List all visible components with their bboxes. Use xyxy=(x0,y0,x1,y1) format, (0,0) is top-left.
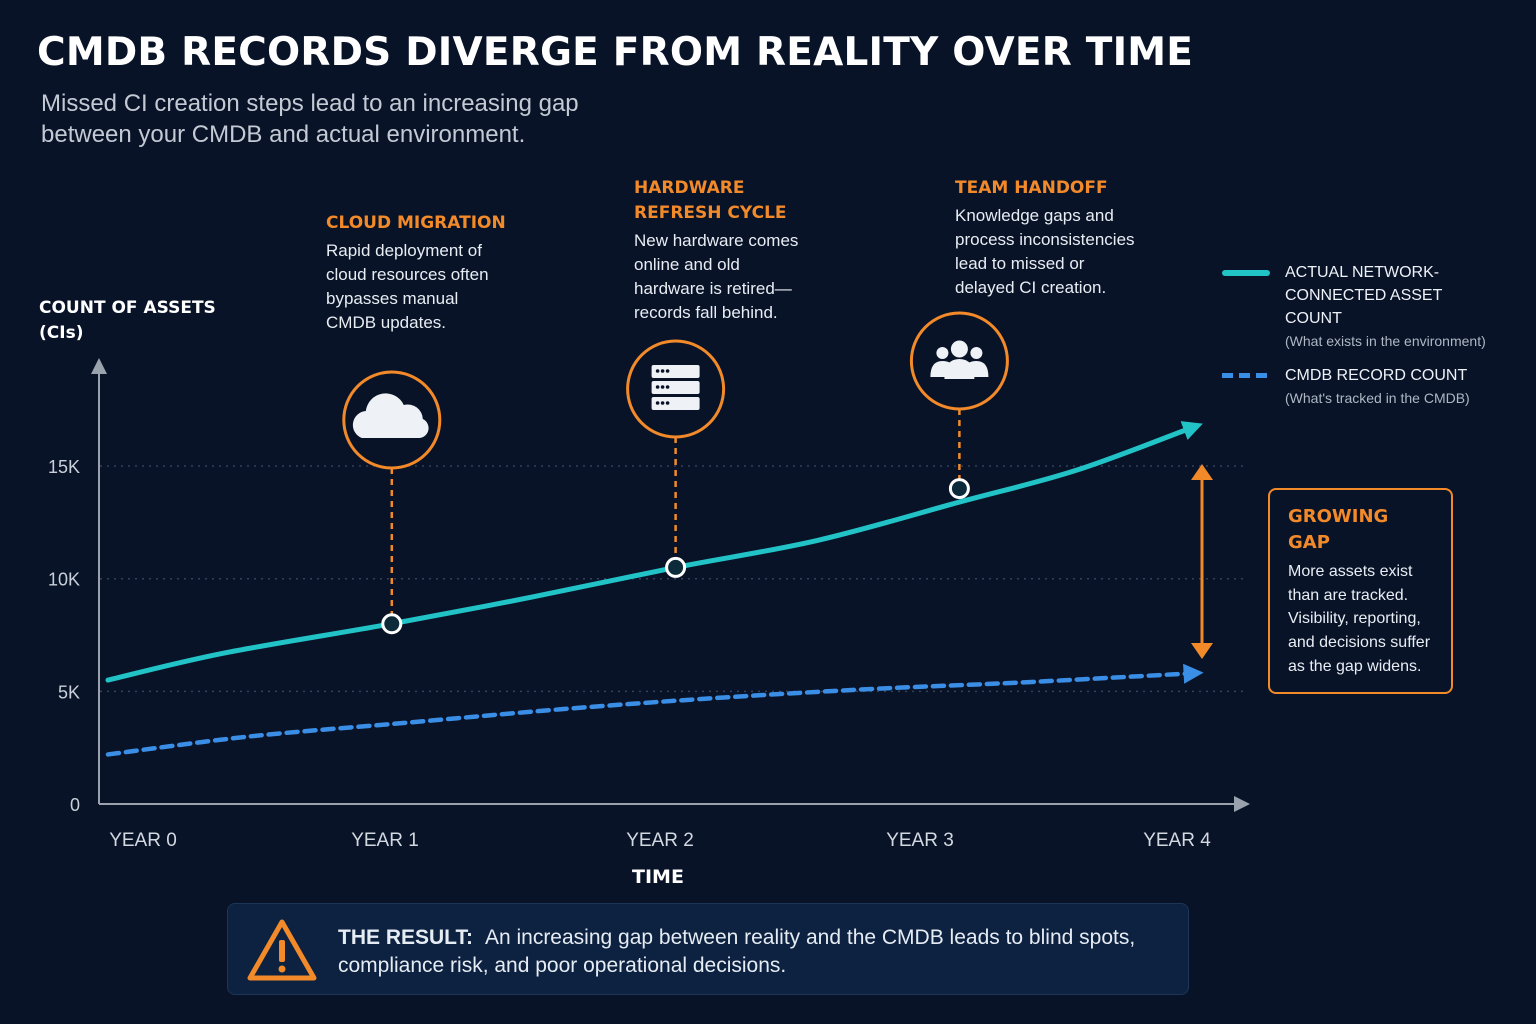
y-axis-title: COUNT OF ASSETS (CIs) xyxy=(39,296,216,346)
page-subtitle: Missed CI creation steps lead to an incr… xyxy=(41,90,579,148)
y-tick-label: 0 xyxy=(70,795,80,815)
callout-title: GROWING GAP xyxy=(1288,506,1389,553)
x-tick-label: YEAR 0 xyxy=(109,830,177,851)
y-axis-title-line1: COUNT OF ASSETS xyxy=(39,298,216,318)
cloud-icon xyxy=(352,393,429,438)
x-tick-label: YEAR 3 xyxy=(886,830,954,851)
y-tick-label: 15K xyxy=(48,457,80,477)
x-axis-title: TIME xyxy=(632,866,684,888)
x-tick-label: YEAR 1 xyxy=(351,830,419,851)
y-tick-label: 5K xyxy=(58,682,80,702)
result-description: An increasing gap between reality and th… xyxy=(338,926,1136,977)
legend-sublabel: (What exists in the environment) xyxy=(1285,333,1486,349)
growing-gap-callout: GROWING GAP More assets exist than are t… xyxy=(1268,488,1453,694)
annotation-description: Rapid deployment of cloud resources ofte… xyxy=(326,241,489,332)
series-arrowhead-actual xyxy=(1180,421,1203,440)
x-tick-label: YEAR 4 xyxy=(1143,830,1211,851)
annotation-point-marker xyxy=(948,478,970,500)
series-line-cmdb xyxy=(105,671,1194,757)
annotation-title: CLOUD MIGRATION xyxy=(326,213,506,233)
y-tick-label: 10K xyxy=(48,570,80,590)
legend-label: ACTUAL NETWORK-CONNECTED ASSET COUNT xyxy=(1285,264,1443,327)
series-arrowhead-cmdb xyxy=(1183,663,1204,684)
gap-arrow xyxy=(1191,464,1213,659)
callout-description: More assets exist than are tracked. Visi… xyxy=(1288,563,1431,675)
annotation-hardware-refresh: HARDWARE REFRESH CYCLE New hardware come… xyxy=(634,176,834,325)
annotation-title: TEAM HANDOFF xyxy=(955,178,1108,198)
annotation-team-handoff: TEAM HANDOFF Knowledge gaps and process … xyxy=(955,176,1155,300)
annotation-description: New hardware comes online and old hardwa… xyxy=(634,231,799,322)
legend-swatch-dashed xyxy=(1222,373,1270,378)
series-line-actual xyxy=(105,425,1195,683)
annotation-cloud-migration: CLOUD MIGRATION Rapid deployment of clou… xyxy=(326,211,526,335)
result-banner: THE RESULT: An increasing gap between rea… xyxy=(227,903,1189,995)
result-label: THE RESULT: xyxy=(338,926,473,949)
y-axis-title-line2: (CIs) xyxy=(39,323,84,343)
annotation-title: HARDWARE REFRESH CYCLE xyxy=(634,178,787,223)
legend-label: CMDB RECORD COUNT xyxy=(1285,367,1468,384)
legend-item-cmdb: CMDB RECORD COUNT (What's tracked in the… xyxy=(1222,364,1522,410)
server-icon xyxy=(651,365,700,410)
annotation-point-marker xyxy=(665,556,687,578)
warning-icon xyxy=(247,919,317,981)
result-text: THE RESULT: An increasing gap between rea… xyxy=(338,924,1178,980)
y-tick-labels: 0 5K 10K 15K xyxy=(48,457,80,815)
legend-swatch-solid xyxy=(1222,270,1270,276)
annotation-point-marker xyxy=(381,613,403,635)
annotation-description: Knowledge gaps and process inconsistenci… xyxy=(955,206,1135,297)
page-title: CMDB RECORDS DIVERGE FROM REALITY OVER T… xyxy=(37,30,1194,75)
team-icon xyxy=(930,340,989,379)
series-lines xyxy=(105,421,1204,757)
grid-lines xyxy=(100,465,1245,693)
x-tick-labels: YEAR 0 YEAR 1 YEAR 2 YEAR 3 YEAR 4 xyxy=(109,830,1211,851)
legend-sublabel: (What's tracked in the CMDB) xyxy=(1285,390,1470,406)
x-tick-label: YEAR 2 xyxy=(626,830,694,851)
legend-item-actual: ACTUAL NETWORK-CONNECTED ASSET COUNT (Wh… xyxy=(1222,261,1522,353)
event-annotations xyxy=(342,311,1009,635)
